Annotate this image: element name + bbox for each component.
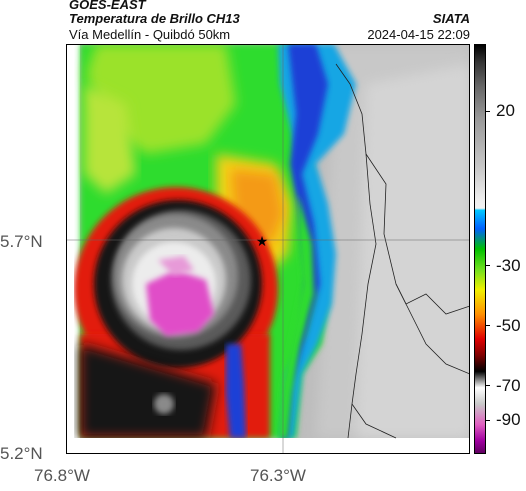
colorbar	[474, 44, 486, 454]
satellite-label: GOES-EAST	[69, 0, 146, 12]
colorbar-tick-label: -70	[496, 376, 521, 395]
y-tick-label: 5.7°N	[0, 232, 43, 251]
map-subtitle: Vía Medellín - Quibdó 50km	[69, 27, 231, 42]
x-tick-label: 76.8°W	[34, 466, 90, 485]
timestamp: 2024-04-15 22:09	[367, 27, 470, 42]
satellite-imagery	[74, 44, 470, 438]
colorbar-tick-label: -30	[496, 256, 521, 275]
location-star-icon: ★	[256, 234, 269, 250]
product-title: Temperatura de Brillo CH13	[69, 11, 240, 26]
colorbar-tick-label: -90	[496, 410, 521, 429]
y-tick-label: 5.2°N	[0, 444, 43, 463]
brightness-temperature-map: ★	[66, 44, 470, 454]
x-tick-label: 76.3°W	[250, 466, 306, 485]
org-label: SIATA	[432, 11, 470, 26]
colorbar-tick-label: 20	[496, 101, 515, 120]
colorbar-tick-label: -50	[496, 316, 521, 335]
